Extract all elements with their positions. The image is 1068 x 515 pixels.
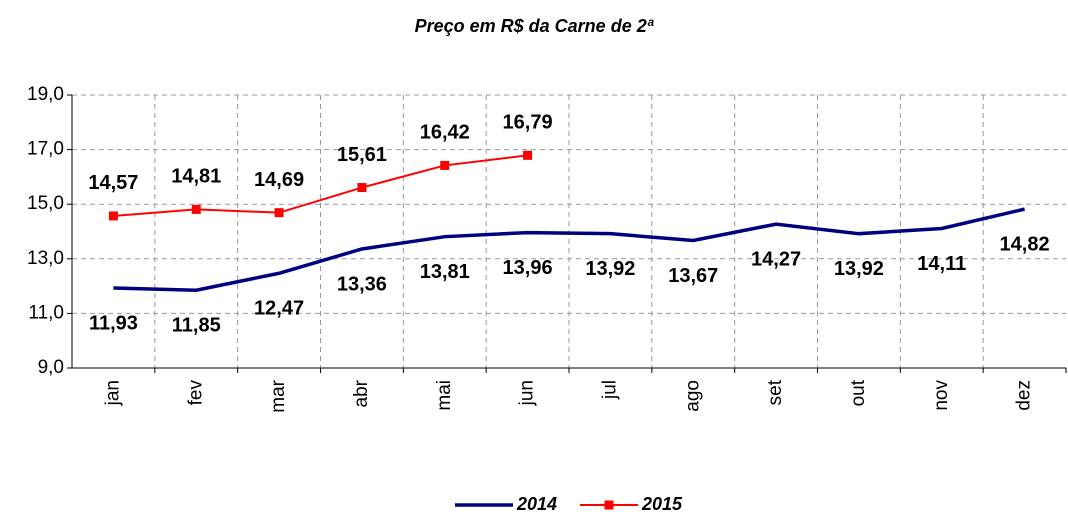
data-label: 14,11 <box>917 253 966 275</box>
point-marker <box>191 204 201 214</box>
data-label: 13,92 <box>585 258 635 280</box>
data-label: 13,67 <box>668 265 718 287</box>
data-label: 15,61 <box>337 144 387 166</box>
data-label: 14,69 <box>254 169 304 191</box>
x-tick-label: mai <box>434 380 455 411</box>
data-label: 14,57 <box>88 172 138 194</box>
data-label: 13,96 <box>503 257 553 279</box>
y-tick-label: 9,0 <box>38 357 64 378</box>
point-marker <box>357 183 367 193</box>
x-tick-label: abr <box>351 379 372 407</box>
x-tick-label: mar <box>268 379 289 412</box>
x-tick-label: jul <box>599 380 620 400</box>
point-marker <box>523 150 533 160</box>
series-line <box>113 154 528 217</box>
data-label: 13,36 <box>337 273 387 295</box>
data-label: 14,82 <box>1000 233 1050 255</box>
data-label: 12,47 <box>254 298 304 320</box>
point-marker <box>274 208 284 218</box>
data-label: 13,81 <box>420 261 470 283</box>
data-label: 14,27 <box>751 248 801 270</box>
x-tick-label: ago <box>682 380 703 412</box>
data-label: 16,42 <box>420 122 470 144</box>
x-tick-label: out <box>848 379 869 406</box>
x-tick-label: jan <box>102 380 123 406</box>
data-label: 14,81 <box>171 166 221 188</box>
legend-label: 2015 <box>641 494 683 514</box>
data-label: 16,79 <box>503 112 553 134</box>
y-tick-label: 15,0 <box>27 193 64 214</box>
data-label: 11,85 <box>172 314 221 336</box>
x-tick-label: set <box>765 379 786 405</box>
y-tick-label: 11,0 <box>28 302 64 323</box>
legend-label: 2014 <box>516 494 557 514</box>
data-label: 11,93 <box>89 312 138 334</box>
chart-title: Preço em R$ da Carne de 2ª <box>415 16 655 36</box>
x-tick-label: fev <box>185 380 206 406</box>
data-label: 13,92 <box>834 258 884 280</box>
y-tick-label: 13,0 <box>27 248 64 269</box>
point-marker <box>440 160 450 170</box>
y-tick-label: 19,0 <box>27 84 64 105</box>
point-marker <box>108 211 118 221</box>
x-tick-label: nov <box>931 380 952 411</box>
y-tick-label: 17,0 <box>27 139 64 160</box>
x-tick-label: dez <box>1014 380 1035 411</box>
legend-marker <box>604 500 614 510</box>
x-tick-label: jun <box>517 380 538 406</box>
series-line <box>113 207 1025 292</box>
